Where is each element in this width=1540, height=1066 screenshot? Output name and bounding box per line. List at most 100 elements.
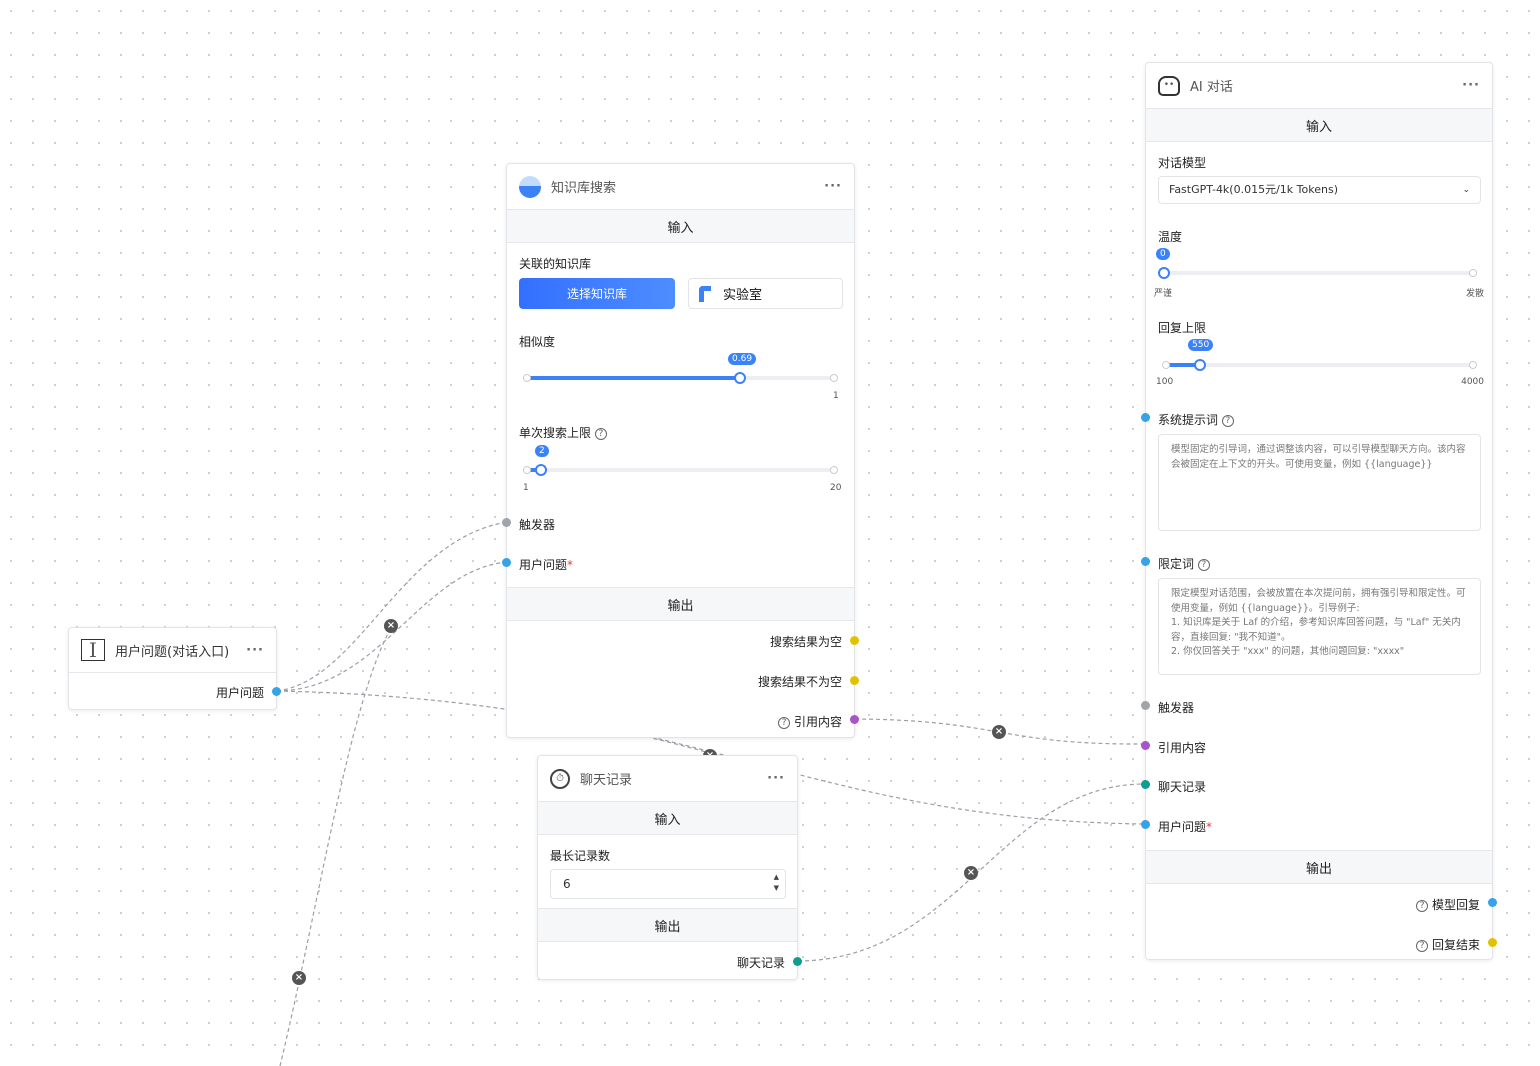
reply-limit-slider[interactable] [1166, 363, 1474, 367]
delete-edge-button[interactable]: × [992, 725, 1006, 739]
output-reply-label: 模型回复 [1431, 898, 1480, 912]
edge-user-kbquestion [276, 561, 508, 692]
more-menu-button[interactable]: ··· [767, 771, 785, 786]
slider-max [1469, 269, 1477, 277]
output-port[interactable] [272, 687, 281, 696]
temperature-max: 发散 [1465, 289, 1484, 299]
help-icon[interactable]: ? [1197, 558, 1210, 571]
limit-prompt-port[interactable] [1141, 557, 1150, 566]
output-quote-label: 引用内容 [793, 715, 842, 729]
help-icon[interactable]: ? [778, 716, 791, 729]
similarity-max: 1 [833, 391, 839, 401]
kb-search-node[interactable]: 知识库搜索 ··· 输入 关联的知识库 选择知识库 实验室 相似度 0.69 1… [502, 163, 859, 738]
text-cursor-icon: I [81, 639, 105, 661]
slider-min [523, 374, 531, 382]
output-not-empty-port[interactable] [850, 676, 859, 685]
trigger-label: 触发器 [1158, 701, 1195, 715]
quote-port[interactable] [1141, 741, 1150, 750]
linked-kb-label: 关联的知识库 [519, 257, 592, 271]
output-history-port[interactable] [793, 957, 802, 966]
slider-min [1162, 361, 1170, 369]
reply-limit-value: 550 [1188, 339, 1214, 351]
output-end-label: 回复结束 [1431, 938, 1480, 952]
output-reply-port[interactable] [1488, 898, 1497, 907]
edge-offscreen [279, 625, 393, 1066]
system-prompt-textarea[interactable]: 模型固定的引导词，通过调整该内容，可以引导模型聊天方向。该内容会被固定在上下文的… [1158, 434, 1481, 531]
output-section-header: 输出 [507, 587, 854, 621]
system-prompt-label: 系统提示词 [1158, 413, 1219, 427]
input-section-header: 输入 [538, 801, 797, 835]
help-icon[interactable]: ? [1416, 899, 1429, 912]
output-not-empty-label: 搜索结果不为空 [757, 675, 842, 689]
user-question-port[interactable] [502, 558, 511, 567]
node-title: 用户问题(对话入口) [115, 644, 230, 660]
temperature-label: 温度 [1158, 230, 1183, 244]
edge-quote [854, 718, 1146, 745]
limit-prompt-label: 限定词 [1158, 557, 1195, 571]
input-section-header: 输入 [1146, 108, 1492, 142]
node-title: 知识库搜索 [551, 181, 617, 196]
limit-handle[interactable] [535, 464, 547, 476]
stepper-arrows-icon[interactable]: ▲ ▼ [773, 873, 779, 892]
reply-limit-handle[interactable] [1194, 359, 1206, 371]
model-label: 对话模型 [1158, 156, 1207, 170]
more-menu-button[interactable]: ··· [824, 179, 842, 194]
chevron-down-icon: ⌄ [1462, 185, 1470, 195]
temperature-handle[interactable] [1158, 267, 1170, 279]
user-question-label: 用户问题 [1158, 820, 1207, 834]
limit-slider[interactable] [527, 468, 835, 472]
slider-max [830, 374, 838, 382]
output-history-label: 聊天记录 [736, 956, 785, 970]
output-label: 用户问题 [215, 686, 264, 700]
node-title: 聊天记录 [580, 773, 633, 788]
limit-fill [527, 468, 541, 472]
model-select[interactable]: FastGPT-4k(0.015元/1k Tokens) ⌄ [1158, 176, 1481, 204]
clock-icon: ⏱ [550, 768, 570, 789]
delete-edge-button[interactable]: × [384, 619, 398, 633]
output-empty-port[interactable] [850, 636, 859, 645]
help-icon[interactable]: ? [1416, 939, 1429, 952]
limit-label: 单次搜索上限 [519, 426, 592, 440]
output-end-port[interactable] [1488, 938, 1497, 947]
temperature-slider[interactable] [1164, 271, 1474, 275]
trigger-port[interactable] [502, 518, 511, 527]
help-icon[interactable]: ? [594, 427, 607, 440]
node-title: AI 对话 [1190, 80, 1233, 95]
delete-edge-button[interactable]: × [964, 866, 978, 880]
kb-logo-icon [699, 285, 711, 302]
database-icon [519, 175, 541, 198]
temperature-value: 0 [1156, 248, 1170, 260]
ai-chat-node[interactable]: •• AI 对话 ··· 输入 对话模型 FastGPT-4k(0.015元/1… [1141, 62, 1497, 960]
model-value: FastGPT-4k(0.015元/1k Tokens) [1169, 183, 1338, 196]
more-menu-button[interactable]: ··· [1462, 78, 1480, 93]
help-icon[interactable]: ? [1221, 414, 1234, 427]
max-records-stepper[interactable]: 6 ▲ ▼ [550, 869, 786, 899]
more-menu-button[interactable]: ··· [246, 642, 264, 658]
kb-item-name: 实验室 [723, 288, 763, 303]
max-records-value: 6 [563, 877, 571, 891]
delete-edge-button[interactable]: × [292, 971, 306, 985]
quote-label: 引用内容 [1158, 741, 1207, 755]
limit-prompt-textarea[interactable]: 限定模型对话范围，会被放置在本次提问前，拥有强引导和限定性。可使用变量，例如 {… [1158, 578, 1481, 675]
select-kb-button[interactable]: 选择知识库 [519, 278, 675, 309]
edge-user-trigger [276, 521, 508, 692]
similarity-fill [527, 376, 740, 380]
reply-limit-label: 回复上限 [1158, 321, 1207, 335]
max-records-label: 最长记录数 [550, 849, 611, 863]
history-port[interactable] [1141, 780, 1150, 789]
slider-max [1469, 361, 1477, 369]
system-prompt-port[interactable] [1141, 413, 1150, 422]
similarity-value: 0.69 [728, 353, 757, 365]
kb-item[interactable]: 实验室 [688, 278, 843, 309]
trigger-port[interactable] [1141, 701, 1150, 710]
temperature-min: 严谨 [1154, 289, 1173, 299]
limit-value: 2 [535, 445, 549, 457]
chat-history-node[interactable]: ⏱ 聊天记录 ··· 输入 最长记录数 6 ▲ ▼ 输出 聊天记录 [537, 755, 802, 980]
output-quote-port[interactable] [850, 715, 859, 724]
similarity-handle[interactable] [734, 372, 746, 384]
slider-max [830, 466, 838, 474]
reply-limit-fill [1166, 363, 1200, 367]
user-question-label: 用户问题 [519, 558, 568, 572]
user-question-port[interactable] [1141, 820, 1150, 829]
user-question-node[interactable]: I 用户问题(对话入口) ··· 用户问题 [68, 627, 281, 710]
